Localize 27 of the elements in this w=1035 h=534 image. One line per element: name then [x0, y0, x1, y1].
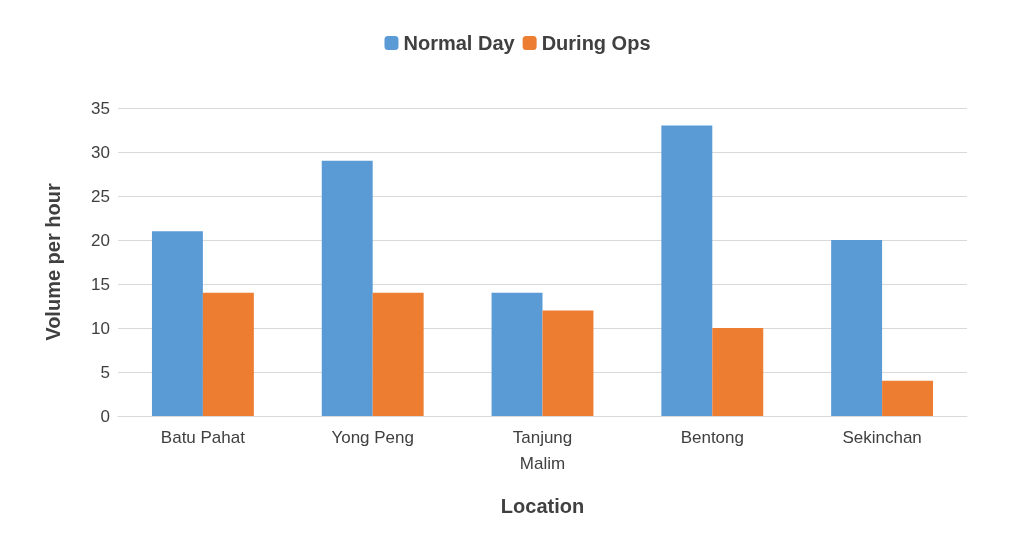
bar	[882, 380, 934, 416]
bar	[831, 240, 883, 416]
y-tick-label: 25	[91, 186, 110, 206]
x-tick-label: Tanjung Malim	[512, 427, 573, 473]
bar	[542, 310, 594, 416]
x-tick-label: Batu Pahat	[160, 427, 246, 447]
legend-label: Normal Day	[403, 32, 516, 54]
y-axis-title: Volume per hour	[42, 183, 64, 341]
bar	[712, 328, 764, 416]
x-tick-label: Bentong	[680, 427, 744, 447]
bar	[372, 292, 424, 416]
y-tick-label: 35	[91, 98, 110, 118]
y-tick-label: 0	[100, 406, 110, 426]
legend-label: During Ops	[541, 32, 651, 54]
y-tick-label: 20	[91, 230, 110, 250]
y-tick-label: 30	[91, 142, 110, 162]
x-tick-label: Yong Peng	[331, 427, 414, 447]
bar	[151, 231, 203, 416]
y-tick-label: 10	[91, 318, 110, 338]
y-tick-label: 5	[100, 362, 110, 382]
x-axis-title: Location	[500, 495, 585, 517]
y-tick-label: 15	[91, 274, 110, 294]
bar	[661, 125, 713, 416]
bar	[321, 160, 373, 416]
x-tick-label: Sekinchan	[842, 427, 922, 447]
bar	[202, 292, 254, 416]
bar	[491, 292, 543, 416]
